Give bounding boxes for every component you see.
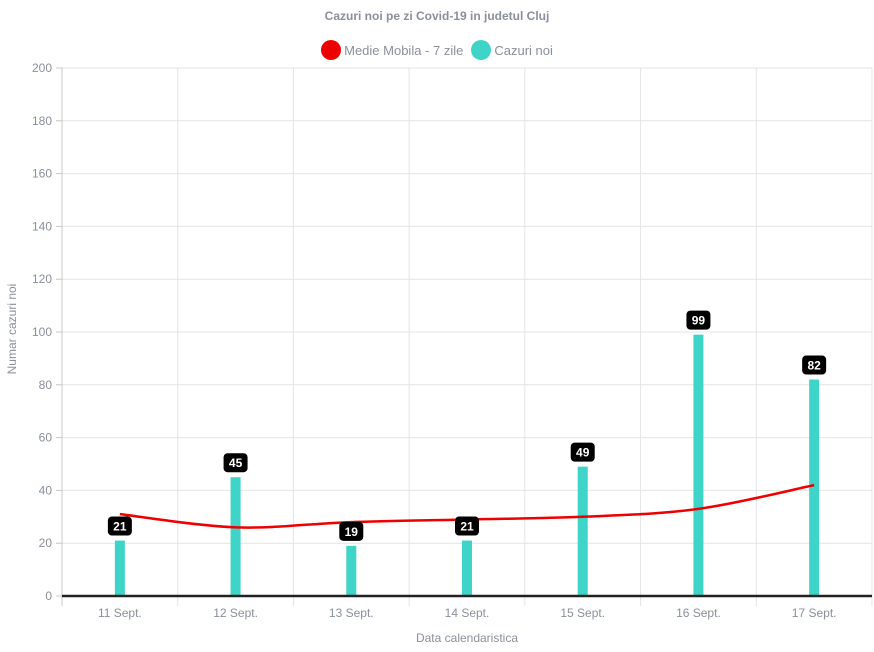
- x-tick-label: 12 Sept.: [213, 606, 258, 620]
- legend-label-moving-average: Medie Mobila - 7 zile: [344, 42, 464, 58]
- y-tick-label: 200: [32, 61, 52, 75]
- y-tick-label: 180: [32, 114, 52, 128]
- bar: [346, 545, 357, 596]
- bar: [230, 477, 241, 596]
- x-tick-label: 17 Sept.: [792, 606, 837, 620]
- data-label-text: 19: [345, 525, 359, 539]
- data-label-text: 21: [460, 520, 474, 534]
- data-label-text: 82: [807, 359, 821, 373]
- y-tick-label: 40: [39, 483, 53, 497]
- legend: Medie Mobila - 7 zile Cazuri noi: [0, 40, 874, 60]
- data-label-box: [107, 516, 132, 536]
- bar: [114, 540, 125, 596]
- legend-marker-moving-average: [321, 40, 342, 60]
- data-label-text: 99: [692, 314, 706, 328]
- data-label-box: [455, 516, 479, 536]
- data-label: 21: [107, 516, 132, 536]
- y-tick-label: 160: [32, 167, 52, 181]
- data-label: 21: [455, 516, 479, 536]
- data-label-text: 45: [229, 456, 243, 470]
- y-tick-label: 60: [39, 431, 53, 445]
- data-label-box: [802, 355, 827, 375]
- data-label: 19: [339, 521, 364, 541]
- data-label-box: [223, 453, 248, 473]
- data-label: 99: [686, 310, 711, 330]
- x-tick-label: 16 Sept.: [676, 606, 721, 620]
- x-axis-title: Data calendaristica: [415, 631, 519, 645]
- chart-title: Cazuri noi pe zi Covid-19 in judetul Clu…: [324, 9, 550, 23]
- x-tick-label: 15 Sept.: [560, 606, 605, 620]
- y-tick-label: 80: [39, 378, 53, 392]
- data-label: 49: [570, 442, 595, 462]
- legend-item-new-cases[interactable]: Cazuri noi: [471, 40, 553, 60]
- data-label-box: [339, 521, 364, 541]
- bar: [577, 466, 588, 596]
- data-label-text: 21: [113, 520, 127, 534]
- data-label-box: [570, 442, 595, 462]
- bar: [462, 540, 472, 596]
- data-label: 82: [802, 355, 827, 375]
- y-tick-label: 20: [39, 536, 53, 550]
- bar: [809, 379, 820, 596]
- data-label: 45: [223, 453, 248, 473]
- legend-marker-new-cases: [471, 40, 492, 60]
- x-tick-label: 14 Sept.: [445, 606, 490, 620]
- data-label-text: 49: [576, 446, 590, 460]
- y-tick-label: 120: [32, 272, 52, 286]
- y-tick-label: 100: [32, 325, 52, 339]
- x-tick-label: 11 Sept.: [98, 606, 142, 620]
- data-label-box: [686, 310, 711, 330]
- legend-item-moving-average[interactable]: Medie Mobila - 7 zile: [321, 40, 463, 60]
- legend-label-new-cases: Cazuri noi: [494, 42, 553, 58]
- bar: [693, 334, 704, 596]
- y-tick-label: 0: [45, 589, 52, 603]
- x-tick-label: 13 Sept.: [329, 606, 374, 620]
- y-tick-label: 140: [32, 219, 52, 233]
